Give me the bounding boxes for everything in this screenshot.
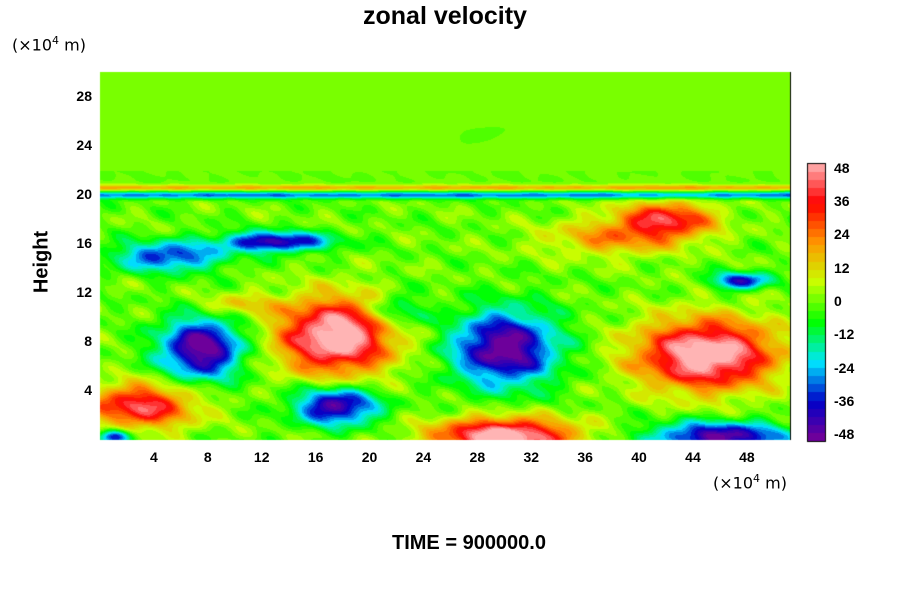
x-unit-label: (×104 m)	[713, 472, 787, 493]
x-tick-label: 48	[739, 449, 755, 465]
y-tick-label: 24	[76, 136, 92, 153]
colorbar-tick-label: 12	[834, 259, 850, 276]
colorbar-tick-label: -48	[834, 426, 855, 443]
x-tick-label: 8	[203, 449, 212, 465]
x-tick-label: 44	[685, 449, 701, 465]
x-tick-label: 20	[361, 449, 378, 465]
colorbar-tick-label: -24	[834, 359, 855, 376]
colorbar-tick-label: -12	[834, 326, 855, 343]
y-tick-label: 4	[84, 381, 92, 398]
x-tick-label: 28	[469, 449, 486, 465]
y-tick-label: 12	[76, 283, 92, 300]
colorbar-tick-label: 48	[834, 159, 850, 176]
x-tick-label: 12	[253, 449, 270, 465]
y-tick-label: 28	[76, 87, 92, 104]
colorbar-tick-label: -36	[834, 393, 855, 410]
y-tick-label: 8	[84, 332, 92, 349]
x-tick-label: 32	[523, 449, 540, 465]
time-label: TIME = 900000.0	[392, 532, 546, 554]
colorbar-tick-label: 24	[834, 226, 850, 243]
y-axis-label: Height	[30, 230, 53, 294]
x-tick-label: 36	[577, 449, 593, 465]
x-tick-label: 4	[150, 449, 158, 465]
colorbar-tick-label: 0	[834, 293, 842, 309]
chart-title: zonal velocity	[363, 2, 527, 30]
x-tick-label: 16	[307, 449, 324, 465]
y-tick-label: 16	[76, 234, 92, 251]
y-tick-label: 20	[76, 185, 92, 202]
y-unit-label: (×104 m)	[12, 34, 86, 55]
colorbar-tick-label: 36	[834, 192, 850, 209]
x-tick-label: 40	[631, 449, 647, 465]
x-tick-label: 24	[415, 449, 432, 465]
